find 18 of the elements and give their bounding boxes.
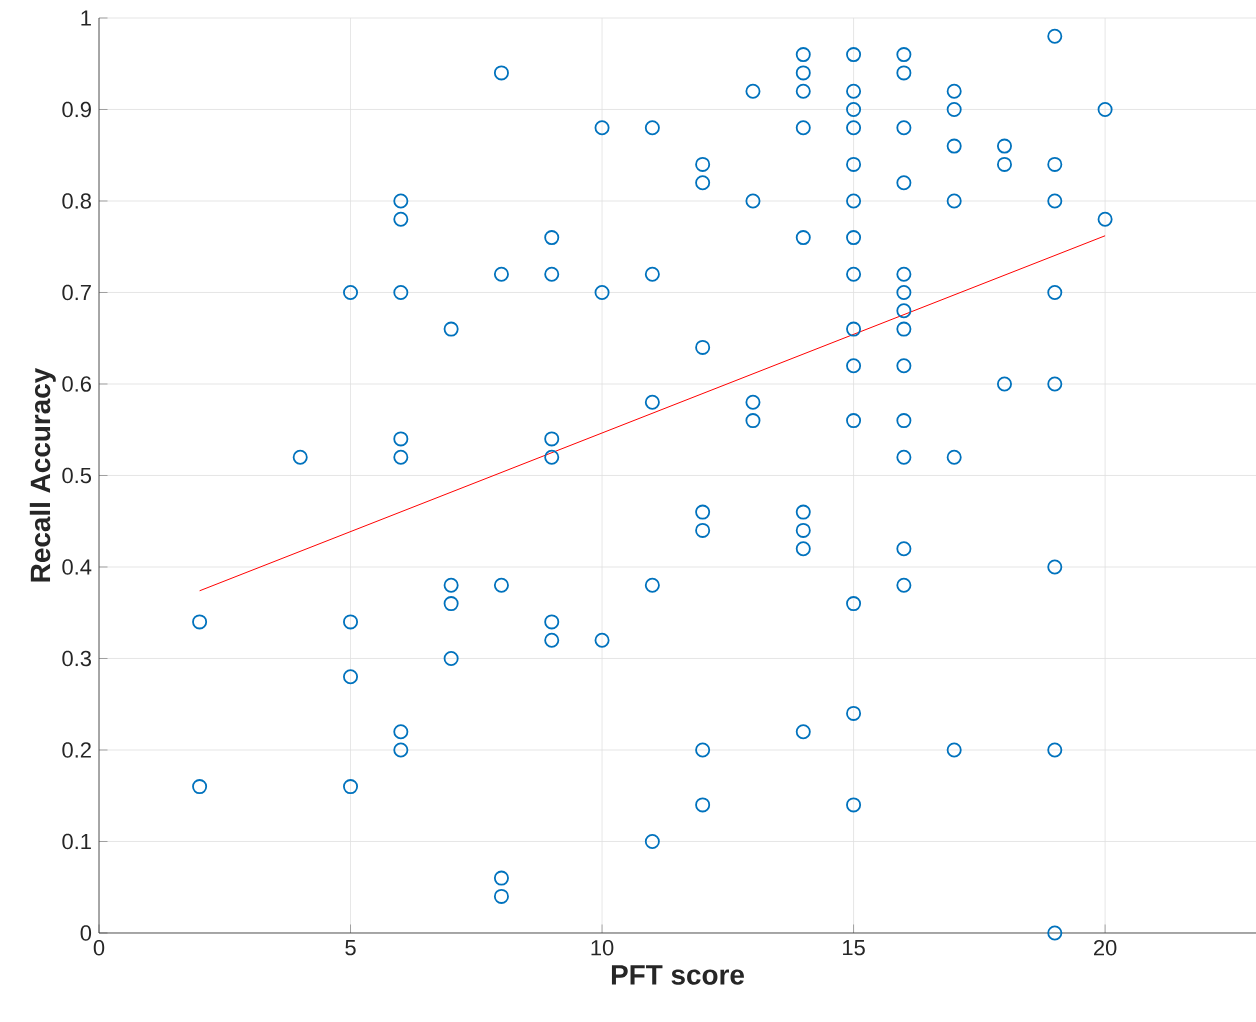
y-tick-label: 0.2 xyxy=(62,742,91,758)
y-tick-label: 0.8 xyxy=(62,193,91,209)
x-axis-title: PFT score xyxy=(611,965,744,985)
y-tick-label: 0.6 xyxy=(62,376,91,392)
y-tick-label: 1 xyxy=(81,10,91,26)
y-tick-label: 0.5 xyxy=(62,467,92,484)
y-tick-label: 0.4 xyxy=(62,559,92,575)
y-tick-label: 0.7 xyxy=(62,284,91,301)
y-tick-label: 0 xyxy=(80,925,92,941)
x-tick-label: 5 xyxy=(345,940,356,956)
y-tick-label: 0.1 xyxy=(62,833,91,850)
x-tick-label: 10 xyxy=(591,940,614,956)
y-axis-title: Recall Accuracy xyxy=(29,367,56,582)
x-tick-label: 20 xyxy=(1094,940,1117,956)
x-tick-label: 15 xyxy=(843,940,865,956)
y-tick-label: 0.9 xyxy=(62,101,91,118)
y-tick-label: 0.3 xyxy=(62,650,91,667)
x-tick-label: 0 xyxy=(93,940,105,956)
